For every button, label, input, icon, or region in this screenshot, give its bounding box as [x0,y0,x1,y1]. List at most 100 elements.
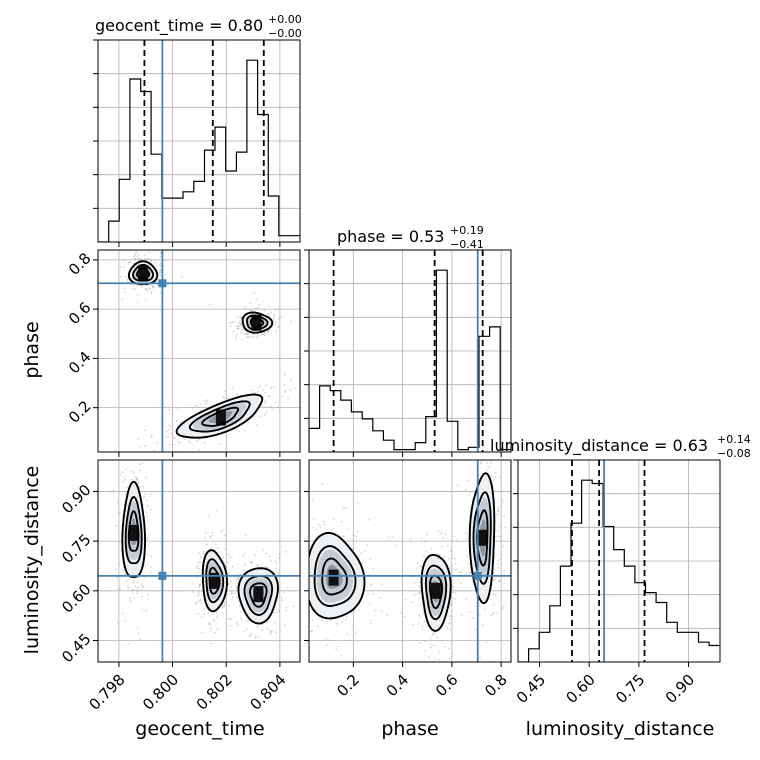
sample-point-geocent_time-luminosity_distance-2-119 [254,636,257,639]
sample-point-geocent_time-phase-2-27 [168,408,171,411]
sample-point-phase-luminosity_distance-0-112 [370,622,372,625]
contour-geocent_time-phase-2-2 [201,406,240,427]
sample-point-geocent_time-luminosity_distance-0-50 [122,569,125,571]
sample-point-phase-luminosity_distance-0-100 [301,565,303,567]
sample-point-geocent_time-phase-1-63 [266,312,269,315]
sample-point-geocent_time-luminosity_distance-2-210 [278,572,281,575]
sample-point-geocent_time-luminosity_distance-0-34 [142,587,145,590]
sample-point-phase-luminosity_distance-0-240 [334,531,337,534]
sample-point-phase-luminosity_distance-1-28 [441,531,443,534]
sample-point-geocent_time-luminosity_distance-1-164 [227,604,230,607]
sample-point-geocent_time-luminosity_distance-1-116 [215,611,218,614]
sample-point-geocent_time-phase-2-47 [168,424,171,426]
sample-point-phase-luminosity_distance-2-139 [492,604,495,606]
sample-point-geocent_time-luminosity_distance-1-180 [204,536,207,539]
sample-point-geocent_time-luminosity_distance-2-232 [235,586,238,589]
sample-point-geocent_time-luminosity_distance-2-53 [254,635,257,637]
sample-point-phase-luminosity_distance-1-78 [453,535,455,538]
sample-point-geocent_time-luminosity_distance-0-175 [133,597,136,599]
sample-point-geocent_time-phase-0-223 [127,261,130,264]
sample-point-geocent_time-phase-2-68 [263,414,266,417]
sample-point-phase-luminosity_distance-2-69 [485,469,488,471]
sample-point-geocent_time-phase-0-257 [159,274,161,277]
sample-point-phase-luminosity_distance-1-136 [439,532,442,535]
xtick-label-geocent_time-0: 0.798 [85,671,128,714]
sample-point-geocent_time-luminosity_distance-0-155 [141,462,144,465]
sample-point-geocent_time-luminosity_distance-2-81 [271,629,273,632]
sample-point-geocent_time-phase-1-51 [276,326,279,329]
plot-area-luminosity_distance-luminosity_distance [518,460,720,662]
sample-point-geocent_time-luminosity_distance-2-191 [276,611,279,613]
sample-point-geocent_time-luminosity_distance-1-60 [227,572,230,575]
plot-area-geocent_time-luminosity_distance [98,460,300,662]
sample-point-geocent_time-phase-1-163 [278,325,280,328]
sample-point-geocent_time-luminosity_distance-0-101 [136,480,139,482]
sample-point-phase-luminosity_distance-1-50 [420,565,423,568]
sample-point-phase-luminosity_distance-0-3 [312,518,315,521]
sample-point-geocent_time-phase-2-190 [196,405,199,408]
sample-point-phase-luminosity_distance-0-111 [311,619,314,621]
sample-point-geocent_time-luminosity_distance-1-188 [203,608,206,611]
sample-point-geocent_time-phase-1-9 [232,330,235,333]
sample-point-geocent_time-luminosity_distance-1-171 [192,591,195,593]
sample-point-geocent_time-phase-1-119 [236,333,239,336]
sample-point-phase-luminosity_distance-0-234 [304,653,306,655]
sample-point-geocent_time-phase-1-78 [262,333,264,336]
sample-point-phase-luminosity_distance-1-228 [452,585,455,588]
sample-point-geocent_time-luminosity_distance-0-84 [127,585,129,587]
sample-point-phase-luminosity_distance-0-117 [368,519,370,521]
xtick-label-phase-2: 0.6 [432,671,462,701]
sample-point-geocent_time-phase-2-62 [138,445,141,448]
sample-point-phase-luminosity_distance-0-78 [301,542,303,544]
sample-point-geocent_time-luminosity_distance-0-8 [124,493,126,496]
sample-point-phase-luminosity_distance-0-1 [302,534,304,536]
sample-point-geocent_time-phase-2-122 [177,453,179,455]
xtick-label-phase-1: 0.4 [383,671,413,701]
sample-point-phase-luminosity_distance-0-166 [357,502,359,504]
contour-geocent_time-luminosity_distance-1-2 [208,566,221,595]
sample-point-phase-luminosity_distance-2-114 [502,545,505,548]
sample-point-phase-luminosity_distance-2-193 [492,593,495,596]
sample-point-geocent_time-luminosity_distance-2-99 [285,609,287,612]
xtick-label-geocent_time-2: 0.802 [193,671,236,714]
sample-point-geocent_time-luminosity_distance-2-78 [278,609,281,612]
sample-point-geocent_time-phase-2-205 [247,421,250,424]
sample-point-geocent_time-phase-1-192 [273,315,275,318]
sample-point-geocent_time-phase-1-249 [280,316,282,318]
contour-phase-luminosity_distance-1-2 [428,574,444,610]
sample-point-geocent_time-phase-0-208 [140,258,142,261]
contour-phase-luminosity_distance-2-0 [468,472,496,605]
sample-point-geocent_time-luminosity_distance-0-205 [129,599,132,602]
sample-point-geocent_time-luminosity_distance-2-246 [266,566,269,568]
sample-point-geocent_time-phase-2-229 [274,401,277,404]
sample-point-phase-luminosity_distance-1-176 [448,606,451,609]
sample-point-phase-luminosity_distance-1-86 [429,637,432,640]
sample-point-geocent_time-phase-0-239 [152,286,154,289]
sample-point-geocent_time-phase-2-232 [156,441,159,444]
contour-geocent_time-luminosity_distance-1-1 [205,558,225,604]
sample-point-geocent_time-phase-2-39 [179,421,182,423]
sample-point-geocent_time-luminosity_distance-1-82 [215,616,218,618]
sample-point-phase-luminosity_distance-0-137 [351,625,353,627]
sample-point-phase-luminosity_distance-2-68 [472,617,474,620]
sample-point-phase-luminosity_distance-1-182 [415,567,418,570]
frame-geocent_time-luminosity_distance [97,459,301,663]
sample-point-phase-luminosity_distance-1-240 [449,629,452,631]
sample-point-phase-luminosity_distance-0-175 [340,520,343,523]
histogram-phase [309,269,511,452]
sample-point-geocent_time-luminosity_distance-2-25 [286,586,288,589]
sample-point-phase-luminosity_distance-0-144 [369,584,371,587]
sample-point-geocent_time-phase-0-183 [158,271,161,274]
sample-point-geocent_time-phase-0-118 [145,288,147,290]
sample-point-geocent_time-luminosity_distance-0-186 [146,515,148,518]
sample-point-geocent_time-luminosity_distance-2-61 [269,629,272,632]
sample-point-phase-luminosity_distance-1-25 [448,567,451,570]
sample-point-geocent_time-luminosity_distance-1-193 [228,556,231,559]
sample-point-geocent_time-luminosity_distance-0-55 [131,589,134,592]
sample-point-geocent_time-phase-2-88 [257,391,259,393]
sample-point-geocent_time-phase-1-33 [234,320,237,323]
sample-point-geocent_time-luminosity_distance-2-3 [233,577,236,579]
sample-point-geocent_time-phase-1-19 [236,325,239,328]
sample-point-geocent_time-luminosity_distance-2-182 [229,580,232,582]
sample-point-geocent_time-phase-0-5 [143,254,146,257]
